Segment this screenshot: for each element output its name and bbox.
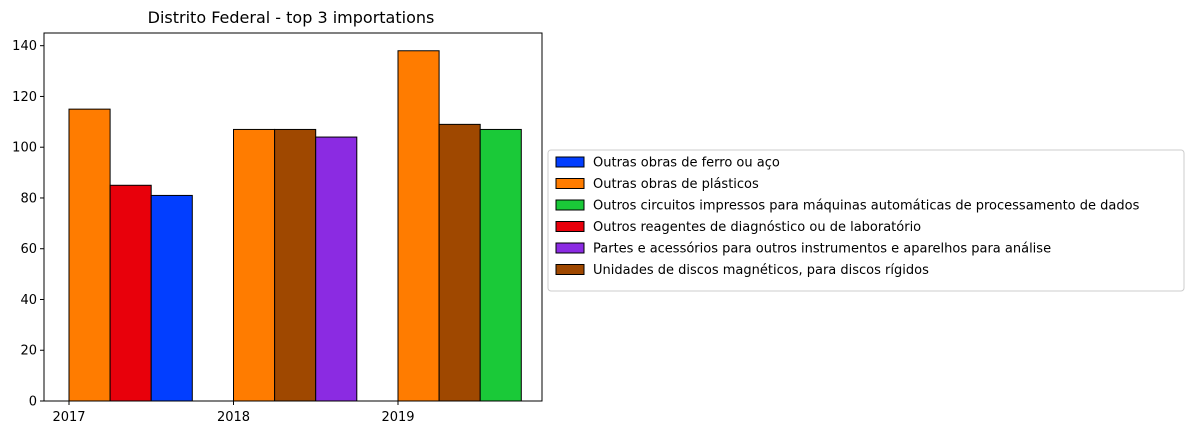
bar-2019-series-5: [438, 123, 481, 402]
legend-label: Partes e acessórios para outros instrume…: [593, 242, 1051, 257]
legend-swatch: [555, 242, 585, 254]
y-tick-label: 140: [12, 39, 37, 54]
bar-2018-series-5: [274, 128, 317, 402]
legend-label: Outras obras de ferro ou aço: [593, 156, 780, 171]
legend-label: Outros circuitos impressos para máquinas…: [593, 199, 1140, 214]
x-tick-label-2018: 2018: [217, 410, 250, 425]
legend-swatch: [555, 156, 585, 168]
bar-2017-series-3: [109, 184, 152, 402]
y-axis: 0 20 40 60 80 100 120 140: [12, 39, 44, 410]
legend-swatch: [555, 178, 585, 189]
axes-frame: [43, 32, 543, 402]
legend-label: Outros reagentes de diagnóstico ou de la…: [593, 220, 921, 235]
y-tick-label: 20: [20, 344, 37, 359]
x-axis: 2017 2018 2019: [52, 401, 415, 425]
legend-label: Unidades de discos magnéticos, para disc…: [593, 263, 929, 278]
bar-2019-series-1: [397, 50, 440, 402]
bar-2019-series-2: [479, 128, 522, 402]
x-tick-label-2017: 2017: [52, 410, 85, 425]
y-tick-label: 100: [12, 141, 37, 156]
y-tick-label: 60: [20, 242, 37, 257]
legend-swatch: [555, 264, 585, 275]
bar-2018-series-1: [233, 128, 276, 402]
legend-swatch: [555, 221, 585, 232]
chart-title: Distrito Federal - top 3 importations: [148, 8, 435, 27]
legend-frame: [547, 149, 1185, 292]
y-tick-label: 120: [12, 90, 37, 105]
y-tick-label: 40: [20, 293, 37, 308]
legend-swatch: [555, 199, 585, 211]
bar-2017-series-1: [68, 108, 111, 402]
legend-label: Outras obras de plásticos: [593, 177, 759, 192]
bar-2017-series-0: [150, 194, 193, 402]
x-tick-label-2019: 2019: [381, 410, 414, 425]
bars-group: [68, 50, 522, 402]
y-tick-label: 80: [20, 191, 37, 206]
bar-2018-series-4: [315, 136, 358, 402]
legend: Outras obras de ferro ou aço Outras obras…: [547, 149, 1185, 292]
y-tick-label: 0: [29, 395, 37, 410]
